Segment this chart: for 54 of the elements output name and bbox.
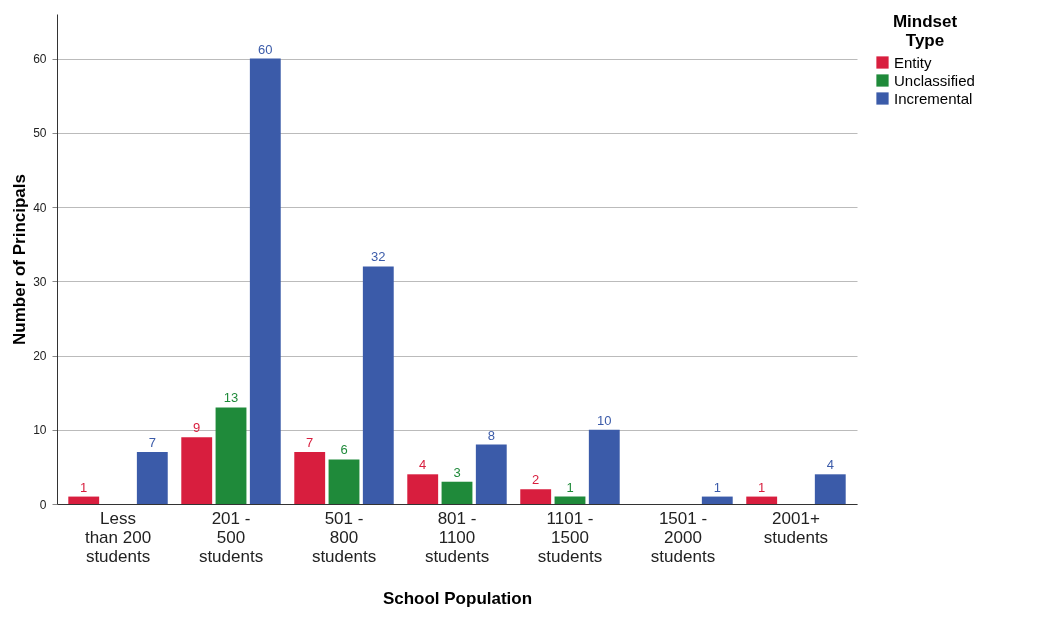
y-tick-label: 40: [33, 200, 47, 215]
bar: [215, 407, 247, 504]
x-tick-label: 501 - 800 students: [311, 508, 377, 566]
legend-title: Mindset Type: [892, 12, 958, 50]
x-tick-label: 1501 - 2000 students: [650, 508, 716, 566]
data-label: 8: [487, 427, 495, 443]
legend-label: Entity: [894, 53, 933, 71]
x-tick-label: Less than 200 students: [84, 508, 152, 566]
data-label: 1: [758, 479, 766, 495]
data-label: 9: [193, 420, 201, 436]
x-tick-label: 201 - 500 students: [198, 508, 264, 566]
data-label: 2: [532, 472, 540, 488]
data-label: 1: [80, 479, 88, 495]
data-label: 1: [566, 479, 574, 495]
bar: [407, 474, 439, 504]
x-tick-label: 801 - 1100 students: [424, 508, 490, 566]
bar: [441, 481, 473, 504]
data-label: 4: [419, 457, 427, 473]
bar: [814, 474, 846, 504]
data-label: 13: [223, 390, 239, 406]
y-tick-label: 10: [33, 423, 47, 438]
bar: [701, 496, 733, 504]
bar: [181, 437, 213, 504]
y-tick-label: 20: [33, 349, 47, 364]
bar: [475, 444, 507, 504]
x-tick-label: 1101 - 1500 students: [537, 508, 603, 566]
bar: [136, 452, 168, 504]
x-tick-label: 2001+ students: [763, 508, 829, 547]
data-label: 10: [597, 412, 612, 428]
bar: [520, 489, 552, 504]
bar: [68, 496, 100, 504]
data-label: 4: [826, 457, 834, 473]
bar: [554, 496, 586, 504]
data-label: 7: [148, 435, 156, 451]
y-tick-label: 60: [33, 52, 47, 67]
bar: [249, 58, 281, 504]
y-axis-title: Number of Principals: [10, 174, 30, 345]
y-tick-label: 50: [33, 126, 47, 141]
bar: [362, 266, 394, 504]
data-label: 32: [371, 249, 386, 265]
data-label: 60: [258, 41, 273, 57]
data-label: 7: [306, 435, 314, 451]
data-label: 6: [340, 442, 348, 458]
x-axis-title: School Population: [382, 588, 533, 608]
legend-label: Unclassified: [894, 71, 975, 89]
bar: [746, 496, 778, 504]
legend-label: Incremental: [894, 89, 973, 107]
bar: [294, 452, 326, 504]
y-tick-label: 0: [39, 497, 47, 512]
bar: [328, 459, 360, 504]
data-label: 1: [713, 479, 721, 495]
y-tick-label: 30: [33, 274, 47, 289]
bar: [588, 429, 620, 504]
data-label: 3: [453, 464, 461, 480]
